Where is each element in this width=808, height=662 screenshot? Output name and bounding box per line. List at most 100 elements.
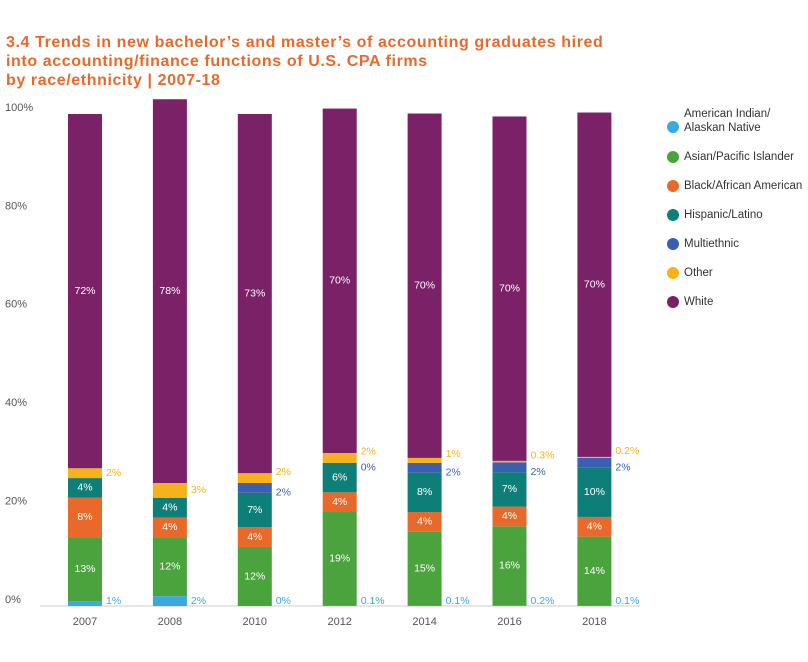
- bar-segment: [577, 112, 612, 457]
- x-tick-label: 2018: [582, 616, 606, 628]
- data-label: 4%: [77, 482, 92, 494]
- data-label: 4%: [587, 521, 602, 533]
- bar-segment: [237, 546, 272, 606]
- data-label: 2%: [191, 595, 206, 607]
- bar-segment: [237, 473, 272, 483]
- bar-segment: [237, 483, 272, 493]
- bar-segment: [407, 472, 442, 513]
- data-label: 70%: [329, 275, 350, 287]
- bar-segment: [322, 492, 357, 513]
- data-label: 4%: [162, 501, 177, 513]
- legend-swatch: [667, 296, 679, 308]
- bar-segment: [407, 113, 442, 458]
- legend-swatch: [667, 267, 679, 279]
- data-label: 1%: [446, 448, 461, 460]
- bar-segment: [322, 462, 357, 493]
- bar-segment: [152, 596, 187, 606]
- y-tick-label: 100%: [5, 102, 33, 114]
- data-label: 2%: [361, 446, 376, 458]
- bar-segment: [492, 460, 527, 463]
- data-label: 12%: [244, 570, 265, 582]
- legend-label: White: [684, 296, 713, 308]
- y-tick-label: 40%: [5, 397, 27, 409]
- bar-segment: [492, 472, 527, 507]
- x-tick-label: 2014: [412, 616, 436, 628]
- data-label: 19%: [329, 553, 350, 565]
- data-label: 4%: [417, 516, 432, 528]
- data-label: 10%: [584, 486, 605, 498]
- data-label: 78%: [159, 285, 180, 297]
- legend-swatch: [667, 121, 679, 133]
- data-label: 15%: [414, 562, 435, 574]
- data-label: 0.2%: [531, 595, 555, 607]
- data-label: 4%: [332, 496, 347, 508]
- data-label: 0.1%: [446, 595, 470, 607]
- legend-label: Hispanic/Latino: [684, 209, 763, 221]
- bar-segment: [577, 457, 612, 468]
- x-tick-label: 2008: [158, 616, 182, 628]
- bar-segment: [152, 537, 187, 597]
- data-label: 70%: [499, 282, 520, 294]
- bar-segment: [322, 452, 357, 463]
- legend-label: Multiethnic: [684, 238, 739, 250]
- data-label: 73%: [244, 287, 265, 299]
- bar-segment: [68, 537, 102, 602]
- data-label: 7%: [502, 483, 517, 495]
- data-label: 8%: [417, 486, 432, 498]
- bar-segment: [237, 492, 272, 528]
- bar-segment: [68, 497, 102, 538]
- bar-segment: [322, 108, 357, 453]
- bar-segment: [577, 456, 612, 458]
- x-tick-label: 2016: [497, 616, 521, 628]
- data-label: 0%: [361, 462, 376, 474]
- x-tick-label: 2007: [73, 616, 97, 628]
- bar-segment: [492, 605, 527, 606]
- bar-segment: [68, 114, 102, 469]
- data-label: 0.1%: [615, 595, 639, 607]
- data-label: 2%: [276, 466, 291, 478]
- chart-title: 3.4 Trends in new bachelor’s and master’…: [6, 34, 604, 89]
- data-label: 0.2%: [615, 445, 639, 457]
- data-label: 3%: [191, 484, 206, 496]
- y-tick-label: 60%: [5, 299, 27, 311]
- data-label: 2%: [615, 462, 630, 474]
- x-tick-label: 2012: [327, 616, 351, 628]
- bar-segment: [68, 601, 102, 606]
- y-tick-label: 0%: [5, 594, 21, 606]
- bar-segment: [492, 116, 527, 461]
- data-label: 70%: [414, 279, 435, 291]
- bar-segment: [577, 536, 612, 606]
- bar-segment: [407, 531, 442, 606]
- data-label: 4%: [247, 531, 262, 543]
- data-label: 0%: [276, 595, 291, 607]
- bar-segment: [152, 99, 187, 484]
- data-label: 7%: [247, 504, 262, 516]
- bar-segment: [407, 462, 442, 473]
- bar-segment: [407, 512, 442, 532]
- bar-segment: [492, 462, 527, 473]
- data-label: 8%: [77, 511, 92, 523]
- data-label: 70%: [584, 279, 605, 291]
- data-label: 2%: [531, 466, 546, 478]
- legend-swatch: [667, 180, 679, 192]
- data-label: 72%: [74, 285, 95, 297]
- legend-swatch: [667, 151, 679, 163]
- data-label: 4%: [502, 510, 517, 522]
- data-label: 1%: [106, 595, 121, 607]
- bar-segment: [237, 527, 272, 547]
- x-tick-label: 2010: [243, 616, 267, 628]
- legend-label: American Indian/Alaskan Native: [684, 108, 771, 134]
- data-label: 0.1%: [361, 595, 385, 607]
- bar-segment: [577, 467, 612, 517]
- data-label: 2%: [106, 467, 121, 479]
- bar-segment: [68, 478, 102, 498]
- data-label: 14%: [584, 565, 605, 577]
- bar-segment: [577, 516, 612, 537]
- legend-swatch: [667, 238, 679, 250]
- data-label: 0.3%: [531, 449, 555, 461]
- data-label: 2%: [446, 467, 461, 479]
- legend-swatch: [667, 209, 679, 221]
- legend-label: Asian/Pacific Islander: [684, 151, 794, 163]
